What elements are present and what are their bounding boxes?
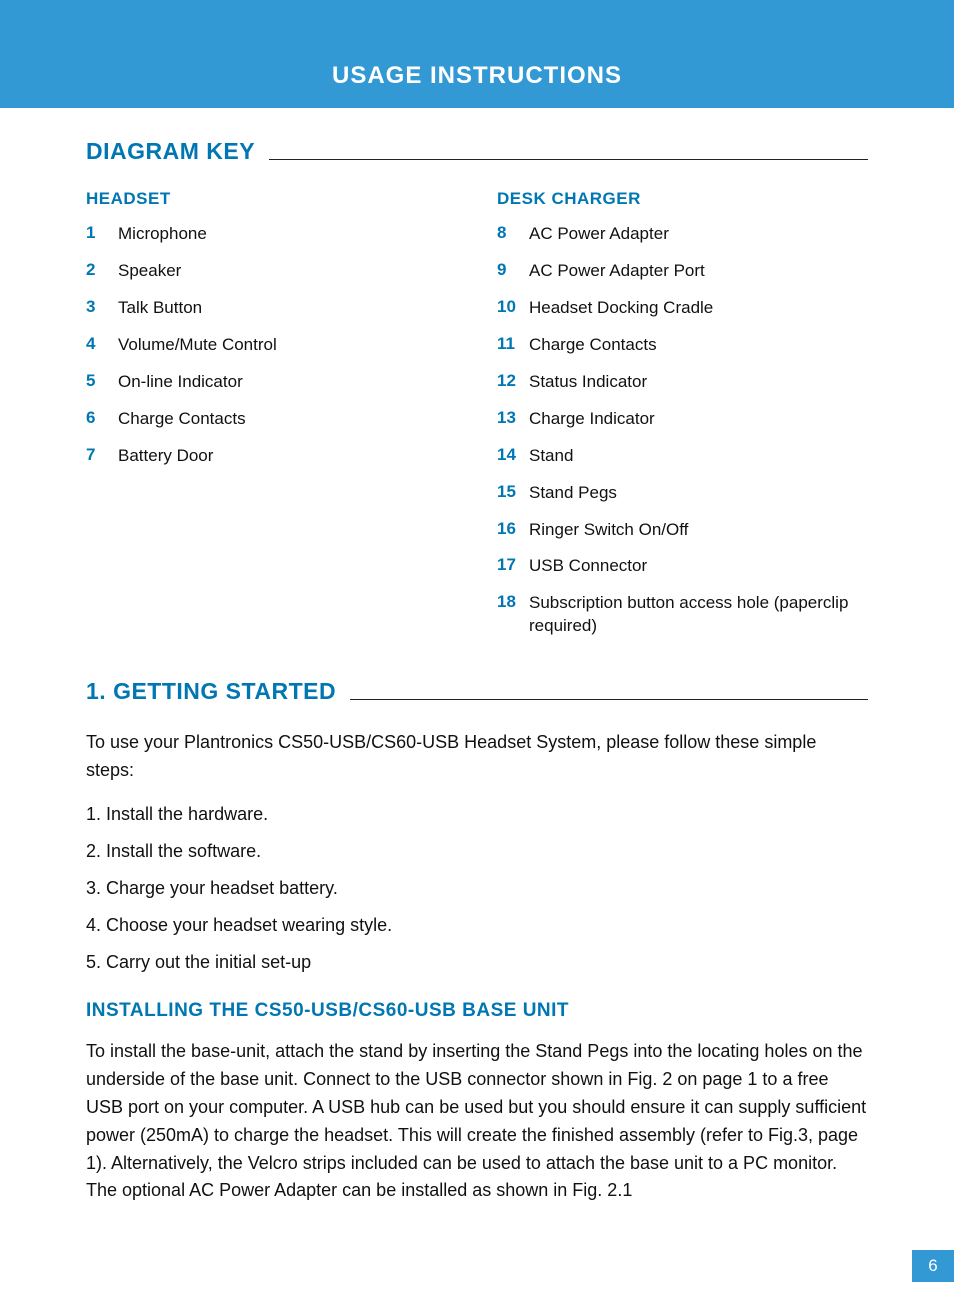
- key-item: 17USB Connector: [497, 555, 868, 578]
- headset-list: 1Microphone2Speaker3Talk Button4Volume/M…: [86, 223, 457, 468]
- key-item: 7Battery Door: [86, 445, 457, 468]
- key-item: 3Talk Button: [86, 297, 457, 320]
- key-item-label: Charge Contacts: [118, 408, 246, 431]
- getting-started-steps: 1. Install the hardware. 2. Install the s…: [86, 801, 868, 976]
- key-item-number: 9: [497, 260, 529, 280]
- key-item-label: Battery Door: [118, 445, 213, 468]
- desk-charger-col-heading: DESK CHARGER: [497, 189, 868, 209]
- key-item-number: 17: [497, 555, 529, 575]
- step-item: 2. Install the software.: [86, 838, 868, 865]
- key-item: 1Microphone: [86, 223, 457, 246]
- key-item-number: 7: [86, 445, 118, 465]
- key-item-number: 11: [497, 334, 529, 354]
- installing-subheading: INSTALLING THE CS50-USB/CS60-USB BASE UN…: [86, 1000, 868, 1022]
- key-item-label: On-line Indicator: [118, 371, 243, 394]
- page-title: USAGE INSTRUCTIONS: [332, 62, 622, 90]
- diagram-key-columns: HEADSET 1Microphone2Speaker3Talk Button4…: [86, 189, 868, 652]
- key-item-number: 3: [86, 297, 118, 317]
- key-item: 2Speaker: [86, 260, 457, 283]
- key-item-label: Talk Button: [118, 297, 202, 320]
- key-item-label: USB Connector: [529, 555, 647, 578]
- key-item-number: 4: [86, 334, 118, 354]
- key-item: 11Charge Contacts: [497, 334, 868, 357]
- diagram-key-heading: DIAGRAM KEY: [86, 138, 255, 165]
- key-item-label: Headset Docking Cradle: [529, 297, 713, 320]
- getting-started-intro: To use your Plantronics CS50-USB/CS60-US…: [86, 729, 868, 785]
- key-item-label: Ringer Switch On/Off: [529, 519, 688, 542]
- key-item: 12Status Indicator: [497, 371, 868, 394]
- key-item-label: Charge Indicator: [529, 408, 655, 431]
- key-item: 9AC Power Adapter Port: [497, 260, 868, 283]
- headset-column: HEADSET 1Microphone2Speaker3Talk Button4…: [86, 189, 457, 652]
- step-item: 4. Choose your headset wearing style.: [86, 912, 868, 939]
- step-item: 3. Charge your headset battery.: [86, 875, 868, 902]
- page-header-band: USAGE INSTRUCTIONS: [0, 0, 954, 108]
- key-item-number: 18: [497, 592, 529, 612]
- page-number-box: 6: [912, 1250, 954, 1282]
- key-item-label: Status Indicator: [529, 371, 647, 394]
- key-item-number: 6: [86, 408, 118, 428]
- heading-rule: [269, 159, 868, 161]
- heading-rule: [350, 699, 868, 701]
- key-item-label: Stand: [529, 445, 573, 468]
- key-item-label: Speaker: [118, 260, 181, 283]
- diagram-key-heading-row: DIAGRAM KEY: [86, 138, 868, 165]
- key-item: 14Stand: [497, 445, 868, 468]
- key-item-label: Charge Contacts: [529, 334, 657, 357]
- key-item-number: 14: [497, 445, 529, 465]
- key-item-number: 16: [497, 519, 529, 539]
- desk-charger-column: DESK CHARGER 8AC Power Adapter9AC Power …: [497, 189, 868, 652]
- step-item: 1. Install the hardware.: [86, 801, 868, 828]
- key-item: 5On-line Indicator: [86, 371, 457, 394]
- key-item-number: 13: [497, 408, 529, 428]
- key-item: 4Volume/Mute Control: [86, 334, 457, 357]
- key-item-number: 12: [497, 371, 529, 391]
- key-item-number: 2: [86, 260, 118, 280]
- key-item: 13Charge Indicator: [497, 408, 868, 431]
- key-item-label: AC Power Adapter Port: [529, 260, 705, 283]
- getting-started-section: 1. GETTING STARTED To use your Plantroni…: [86, 678, 868, 1205]
- key-item-label: AC Power Adapter: [529, 223, 669, 246]
- key-item-label: Subscription button access hole (papercl…: [529, 592, 868, 638]
- desk-charger-list: 8AC Power Adapter9AC Power Adapter Port1…: [497, 223, 868, 638]
- key-item-label: Volume/Mute Control: [118, 334, 277, 357]
- step-item: 5. Carry out the initial set-up: [86, 949, 868, 976]
- key-item-number: 15: [497, 482, 529, 502]
- page-number: 6: [928, 1256, 937, 1276]
- key-item-number: 8: [497, 223, 529, 243]
- key-item: 16Ringer Switch On/Off: [497, 519, 868, 542]
- key-item-number: 10: [497, 297, 529, 317]
- key-item: 18Subscription button access hole (paper…: [497, 592, 868, 638]
- key-item: 8AC Power Adapter: [497, 223, 868, 246]
- key-item-number: 1: [86, 223, 118, 243]
- getting-started-heading-row: 1. GETTING STARTED: [86, 678, 868, 705]
- key-item-label: Microphone: [118, 223, 207, 246]
- page-content: DIAGRAM KEY HEADSET 1Microphone2Speaker3…: [0, 108, 954, 1205]
- key-item: 15Stand Pegs: [497, 482, 868, 505]
- installing-body: To install the base-unit, attach the sta…: [86, 1038, 868, 1205]
- headset-col-heading: HEADSET: [86, 189, 457, 209]
- key-item: 10Headset Docking Cradle: [497, 297, 868, 320]
- getting-started-heading: 1. GETTING STARTED: [86, 678, 336, 705]
- key-item-number: 5: [86, 371, 118, 391]
- key-item-label: Stand Pegs: [529, 482, 617, 505]
- key-item: 6Charge Contacts: [86, 408, 457, 431]
